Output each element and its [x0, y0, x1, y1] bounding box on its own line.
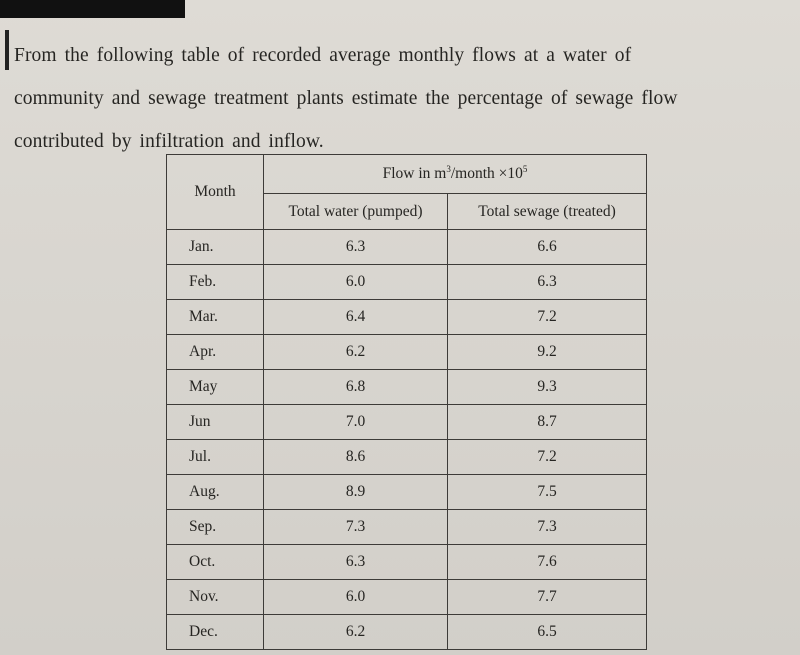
intro-line-3: contributed by infiltration and inflow. [14, 131, 324, 152]
intro-line-1: From the following table of recorded ave… [14, 45, 632, 66]
water-cell: 6.2 [263, 334, 448, 370]
table-row: Mar. 6.4 7.2 [166, 299, 647, 335]
table-row: Jan. 6.3 6.6 [166, 229, 647, 265]
sewage-cell: 6.3 [447, 264, 647, 300]
month-cell: Apr. [166, 334, 264, 370]
water-cell: 6.8 [263, 369, 448, 405]
sewage-cell: 7.5 [447, 474, 647, 510]
water-cell: 6.4 [263, 299, 448, 335]
flow-table-body: Jan. 6.3 6.6 Feb. 6.0 6.3 Mar. 6.4 7.2 Apr. 6.2 9.2… [166, 229, 647, 650]
intro-line-2: community and sewage treatment plants es… [14, 88, 678, 109]
month-cell: Jan. [166, 229, 264, 265]
table-row: Oct. 6.3 7.6 [166, 544, 647, 580]
table-row: May 6.8 9.3 [166, 369, 647, 405]
month-cell: Aug. [166, 474, 264, 510]
water-cell: 7.3 [263, 509, 448, 545]
month-cell: Dec. [166, 614, 264, 650]
table-row: Aug. 8.9 7.5 [166, 474, 647, 510]
flow-header: Flow in m3/month ×105 [263, 154, 647, 194]
water-cell: 6.0 [263, 579, 448, 615]
water-cell: 6.0 [263, 264, 448, 300]
flow-header-mid: /month ×10 [450, 165, 523, 183]
sewage-cell: 7.3 [447, 509, 647, 545]
problem-statement: From the following table of recorded ave… [14, 34, 796, 163]
table-row: Jun 7.0 8.7 [166, 404, 647, 440]
sewage-cell: 6.5 [447, 614, 647, 650]
table-row: Apr. 6.2 9.2 [166, 334, 647, 370]
sewage-cell: 7.2 [447, 439, 647, 475]
table-row: Dec. 6.2 6.5 [166, 614, 647, 650]
flow-table: Month Flow in m3/month ×105 Total water … [166, 154, 647, 650]
month-header: Month [166, 154, 264, 230]
month-cell: Nov. [166, 579, 264, 615]
sewage-cell: 7.6 [447, 544, 647, 580]
water-cell: 6.3 [263, 544, 448, 580]
margin-mark [5, 30, 9, 70]
table-row: Nov. 6.0 7.7 [166, 579, 647, 615]
water-cell: 8.6 [263, 439, 448, 475]
table-row: Jul. 8.6 7.2 [166, 439, 647, 475]
month-cell: Sep. [166, 509, 264, 545]
sewage-cell: 6.6 [447, 229, 647, 265]
water-cell: 6.3 [263, 229, 448, 265]
sewage-cell: 9.2 [447, 334, 647, 370]
water-cell: 8.9 [263, 474, 448, 510]
table-row: Feb. 6.0 6.3 [166, 264, 647, 300]
flow-header-exp1: 3 [446, 164, 451, 175]
sewage-cell: 7.7 [447, 579, 647, 615]
month-cell: Oct. [166, 544, 264, 580]
month-cell: May [166, 369, 264, 405]
table-row: Sep. 7.3 7.3 [166, 509, 647, 545]
water-cell: 7.0 [263, 404, 448, 440]
water-column-header: Total water (pumped) [263, 193, 448, 230]
sewage-column-header: Total sewage (treated) [447, 193, 647, 230]
water-cell: 6.2 [263, 614, 448, 650]
sewage-cell: 8.7 [447, 404, 647, 440]
sewage-cell: 7.2 [447, 299, 647, 335]
sewage-cell: 9.3 [447, 369, 647, 405]
redaction-bar [0, 0, 185, 18]
month-cell: Jul. [166, 439, 264, 475]
flow-header-prefix: Flow in m [382, 165, 447, 183]
month-cell: Mar. [166, 299, 264, 335]
month-cell: Jun [166, 404, 264, 440]
flow-header-exp2: 5 [522, 164, 528, 175]
month-cell: Feb. [166, 264, 264, 300]
